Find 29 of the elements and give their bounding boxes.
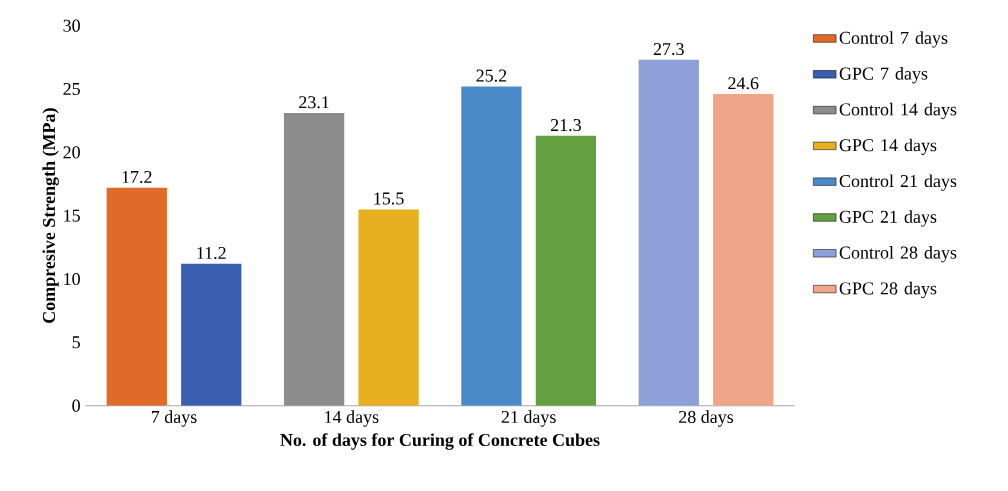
legend-label: Control 28 days: [839, 246, 957, 263]
y-tick-label: 10: [64, 272, 80, 286]
data-label: 24.6: [728, 77, 759, 90]
data-label: 23.1: [299, 96, 329, 109]
data-label: 27.3: [653, 43, 684, 56]
x-tick-label: 28 days: [679, 410, 734, 427]
data-label: 15.5: [374, 192, 404, 205]
legend-label: GPC 7 days: [839, 67, 928, 84]
y-tick-label: 15: [64, 209, 80, 222]
y-tick-label: 5: [72, 336, 80, 349]
y-tick-label: 30: [63, 19, 80, 32]
y-tick-label: 20: [63, 146, 80, 159]
y-tick-label: 25: [63, 82, 80, 96]
legend-label: Control 14 days: [839, 102, 957, 120]
legend-label: Control 21 days: [839, 174, 957, 191]
x-axis-title: No. of days for Curing of Concrete Cubes: [280, 433, 600, 450]
y-axis-title: Compresive Strength (MPa): [42, 108, 59, 323]
x-tick-label: 14 days: [325, 410, 379, 427]
y-tick-label: 0: [72, 399, 80, 412]
data-label: 11.2: [197, 246, 226, 260]
legend-label: GPC 21 days: [839, 210, 937, 227]
legend-label: GPC 28 days: [839, 281, 937, 299]
data-label: 21.3: [550, 119, 581, 132]
data-label: 17.2: [122, 170, 152, 184]
legend-label: GPC 14 days: [839, 138, 937, 155]
legend-label: Control 7 days: [839, 31, 948, 48]
x-tick-label: 7 days: [151, 410, 197, 427]
x-tick-label: 21 days: [501, 410, 556, 427]
data-label: 25.2: [476, 69, 507, 82]
